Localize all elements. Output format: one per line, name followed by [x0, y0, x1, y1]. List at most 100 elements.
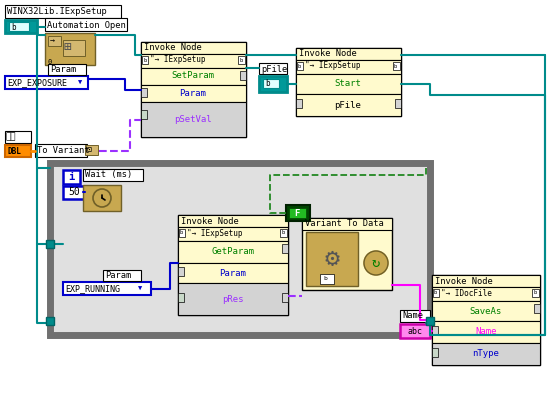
- Bar: [432, 275, 540, 365]
- Bar: [297, 62, 303, 70]
- Bar: [5, 145, 31, 157]
- Text: "→ IDocFile: "→ IDocFile: [441, 288, 492, 298]
- Text: b: b: [434, 290, 437, 296]
- Bar: [141, 42, 246, 137]
- Text: "→ IExpSetup: "→ IExpSetup: [305, 61, 361, 70]
- Bar: [178, 263, 288, 283]
- Text: b: b: [11, 22, 15, 31]
- Bar: [63, 186, 85, 199]
- Bar: [35, 144, 87, 157]
- Text: Wait (ms): Wait (ms): [85, 171, 132, 180]
- Bar: [45, 18, 127, 31]
- Text: abc: abc: [408, 327, 422, 336]
- Bar: [46, 240, 54, 248]
- Text: b: b: [298, 64, 301, 68]
- Text: To Variant: To Variant: [37, 146, 90, 155]
- Bar: [296, 94, 401, 116]
- Bar: [296, 48, 401, 60]
- Text: b: b: [143, 57, 146, 62]
- Bar: [320, 274, 334, 284]
- Bar: [302, 218, 392, 230]
- Bar: [141, 42, 246, 54]
- Text: ⊡: ⊡: [87, 145, 92, 154]
- Text: ⊞: ⊞: [64, 42, 71, 55]
- Text: ▼: ▼: [78, 80, 82, 86]
- Bar: [9, 22, 29, 31]
- Bar: [532, 289, 539, 297]
- Bar: [432, 275, 540, 287]
- Text: Automation Open: Automation Open: [47, 20, 126, 29]
- Bar: [48, 64, 86, 75]
- Bar: [432, 287, 540, 301]
- Text: Invoke Node: Invoke Node: [144, 44, 202, 53]
- Text: EXP_RUNNING: EXP_RUNNING: [65, 285, 120, 294]
- Bar: [142, 56, 148, 64]
- Text: Param: Param: [105, 272, 131, 281]
- Bar: [296, 48, 401, 116]
- Text: Name: Name: [402, 312, 423, 321]
- Bar: [289, 208, 306, 218]
- Text: "→ IExpSetup: "→ IExpSetup: [150, 55, 206, 64]
- Bar: [179, 229, 185, 237]
- Bar: [45, 33, 95, 65]
- Text: b: b: [265, 79, 270, 88]
- Bar: [282, 244, 288, 253]
- Bar: [400, 310, 430, 322]
- Text: Name: Name: [475, 327, 497, 336]
- Text: 50: 50: [68, 187, 80, 197]
- Bar: [432, 348, 438, 357]
- Bar: [141, 85, 246, 102]
- Text: SetParam: SetParam: [171, 72, 215, 81]
- Bar: [240, 71, 246, 80]
- Bar: [395, 99, 401, 108]
- Text: ▼: ▼: [138, 286, 142, 292]
- Text: 数値: 数値: [6, 132, 17, 141]
- Bar: [178, 283, 288, 315]
- Bar: [83, 169, 143, 181]
- Bar: [282, 293, 288, 302]
- Bar: [178, 293, 184, 302]
- Text: nType: nType: [473, 349, 499, 358]
- Bar: [141, 68, 246, 85]
- Bar: [296, 74, 401, 94]
- Circle shape: [364, 251, 388, 275]
- Bar: [393, 62, 400, 70]
- Bar: [259, 76, 287, 92]
- Text: F: F: [294, 209, 300, 217]
- Bar: [103, 270, 141, 281]
- Bar: [432, 326, 438, 335]
- Text: b: b: [239, 57, 242, 62]
- Text: ↻: ↻: [372, 256, 380, 270]
- Bar: [263, 79, 279, 88]
- Bar: [400, 324, 430, 338]
- Text: 0: 0: [47, 59, 51, 65]
- Text: GetParam: GetParam: [211, 248, 254, 257]
- Bar: [286, 205, 310, 221]
- Bar: [426, 317, 434, 325]
- Bar: [302, 218, 392, 290]
- Text: Invoke Node: Invoke Node: [181, 217, 239, 226]
- Text: ⚙: ⚙: [325, 247, 340, 271]
- Bar: [5, 20, 37, 33]
- Bar: [280, 229, 287, 237]
- Text: pFile: pFile: [261, 64, 287, 73]
- Bar: [85, 145, 98, 155]
- Text: b: b: [281, 231, 284, 235]
- Bar: [178, 215, 288, 315]
- Bar: [5, 5, 121, 18]
- Bar: [259, 63, 287, 74]
- Text: b: b: [394, 64, 397, 68]
- Text: EXP_EXPOSURE: EXP_EXPOSURE: [7, 79, 67, 88]
- Bar: [432, 343, 540, 365]
- Bar: [5, 131, 31, 143]
- Bar: [63, 170, 80, 184]
- Bar: [141, 54, 246, 68]
- Text: Param: Param: [180, 88, 206, 97]
- Bar: [63, 282, 151, 295]
- Bar: [296, 99, 302, 108]
- Text: →: →: [50, 37, 55, 46]
- Text: Invoke Node: Invoke Node: [299, 50, 357, 59]
- Bar: [238, 56, 245, 64]
- Bar: [83, 185, 121, 211]
- Text: pSetVal: pSetVal: [174, 116, 212, 125]
